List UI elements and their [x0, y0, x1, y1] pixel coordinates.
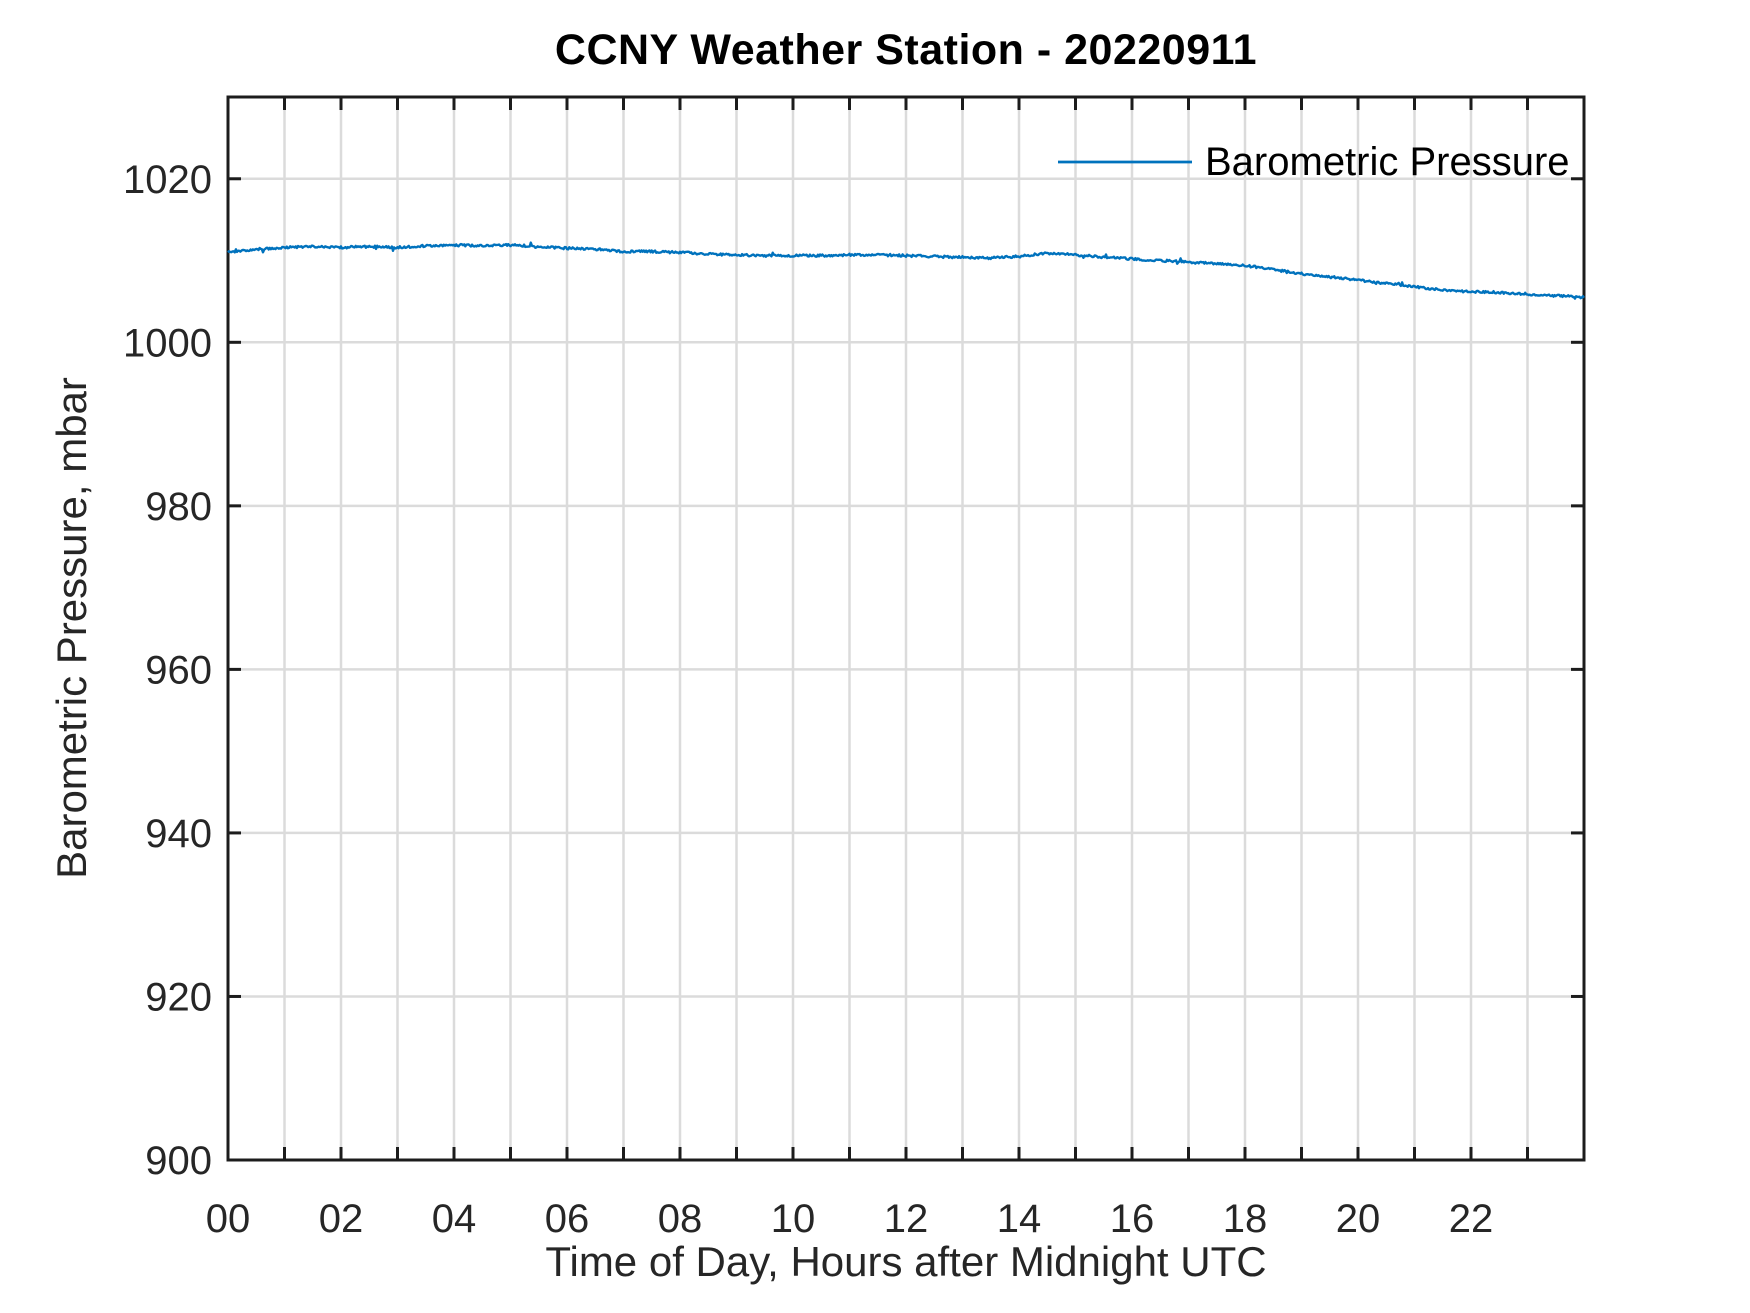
x-tick-label: 16 [1110, 1197, 1155, 1241]
x-tick-label: 06 [545, 1197, 590, 1241]
pressure-line [227, 241, 1585, 300]
y-tick-label: 920 [145, 975, 212, 1019]
x-tick-label: 04 [432, 1197, 477, 1241]
x-tick-label: 18 [1223, 1197, 1268, 1241]
x-tick-label: 00 [206, 1197, 251, 1241]
y-tick-label: 1000 [123, 321, 212, 365]
x-tick-label: 22 [1449, 1197, 1494, 1241]
x-tick-label: 08 [658, 1197, 703, 1241]
chart-title: CCNY Weather Station - 20220911 [554, 26, 1258, 74]
y-tick-label: 900 [145, 1139, 212, 1183]
x-tick-label: 12 [884, 1197, 929, 1241]
legend-entry-label: Barometric Pressure [1205, 140, 1570, 184]
x-tick-label: 02 [319, 1197, 364, 1241]
y-tick-label: 940 [145, 812, 212, 856]
x-tick-label: 20 [1336, 1197, 1381, 1241]
x-axis-label: Time of Day, Hours after Midnight UTC [545, 1238, 1267, 1285]
x-tick-label: 10 [771, 1197, 816, 1241]
y-tick-label: 960 [145, 648, 212, 692]
y-tick-label: 980 [145, 485, 212, 529]
y-axis-label: Barometric Pressure, mbar [48, 377, 95, 879]
y-tick-label: 1020 [123, 158, 212, 202]
x-tick-label: 14 [997, 1197, 1042, 1241]
